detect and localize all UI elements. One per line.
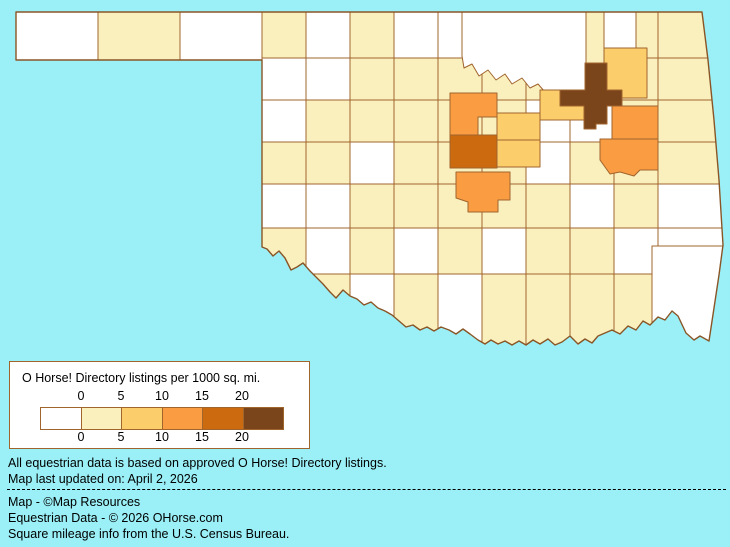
county-region: [525, 183, 571, 229]
legend-swatch: [41, 408, 82, 429]
county-region: [393, 183, 439, 229]
footer-equestrian-credit: Equestrian Data - © 2026 OHorse.com: [8, 511, 223, 525]
county-region: [393, 12, 439, 59]
footer-map-credit: Map - ©Map Resources: [8, 495, 141, 509]
county-region: [305, 273, 351, 345]
county-region: [261, 273, 307, 345]
county-region: [261, 141, 307, 185]
county-region: [393, 57, 439, 101]
legend-swatch: [162, 408, 203, 429]
county-region: [437, 227, 483, 275]
county-region: [603, 12, 637, 49]
county-region: [481, 227, 527, 275]
county-region: [569, 183, 615, 229]
county-region: [525, 227, 571, 275]
county-region: [651, 245, 723, 345]
legend-tick-top: 0: [77, 389, 85, 403]
county-region: [585, 12, 605, 67]
county-region: [569, 273, 615, 345]
legend-tick-bottom: 15: [195, 430, 209, 444]
county-region: [657, 12, 723, 59]
county-region: [613, 183, 659, 229]
county-region: [349, 227, 395, 275]
legend-color-ramp: [40, 407, 284, 430]
county-region: [349, 12, 395, 59]
county-region: [496, 139, 541, 168]
dashed-separator: [7, 489, 726, 490]
county-region: [305, 141, 351, 185]
county-region: [349, 57, 395, 101]
county-region: [305, 99, 351, 143]
oklahoma-county-map: [15, 11, 724, 346]
county-region: [261, 183, 307, 229]
county-region: [611, 105, 659, 140]
county-region: [569, 227, 615, 275]
map-legend: O Horse! Directory listings per 1000 sq.…: [9, 361, 310, 449]
county-region: [393, 273, 439, 345]
legend-tick-top: 5: [117, 389, 125, 403]
county-region: [305, 57, 351, 101]
state-outline: [15, 11, 724, 346]
county-region: [393, 141, 439, 185]
county-region: [16, 12, 99, 61]
legend-swatch: [243, 408, 283, 429]
county-region: [349, 183, 395, 229]
legend-swatch: [81, 408, 122, 429]
county-region: [559, 62, 623, 130]
county-region: [599, 138, 659, 177]
county-region: [525, 273, 571, 345]
county-region: [393, 99, 439, 143]
county-region: [496, 112, 541, 141]
legend-tick-bottom: 5: [117, 430, 125, 444]
footer-census-credit: Square mileage info from the U.S. Census…: [8, 527, 290, 541]
legend-swatch: [122, 408, 163, 429]
county-region: [449, 134, 498, 169]
county-region: [393, 227, 439, 275]
county-region: [305, 227, 351, 275]
legend-tick-top: 15: [195, 389, 209, 403]
county-region: [305, 12, 351, 59]
county-region: [97, 12, 181, 61]
legend-swatch: [203, 408, 244, 429]
county-region: [261, 12, 307, 59]
legend-tick-top: 20: [235, 389, 249, 403]
footer-last-updated: Map last updated on: April 2, 2026: [8, 472, 198, 486]
legend-tick-bottom: 0: [77, 430, 85, 444]
footer-data-disclaimer: All equestrian data is based on approved…: [8, 456, 387, 470]
county-region: [613, 227, 659, 275]
legend-tick-top: 10: [155, 389, 169, 403]
county-region: [305, 183, 351, 229]
legend-tick-bottom: 20: [235, 430, 249, 444]
county-region: [657, 99, 723, 143]
county-region: [179, 12, 263, 61]
county-region: [261, 99, 307, 143]
county-region: [349, 141, 395, 185]
county-region: [613, 273, 659, 345]
county-region: [349, 99, 395, 143]
county-region: [481, 273, 527, 345]
legend-title: O Horse! Directory listings per 1000 sq.…: [22, 371, 261, 385]
county-region: [455, 171, 511, 213]
county-region: [657, 57, 723, 101]
county-region: [261, 57, 307, 101]
legend-tick-bottom: 10: [155, 430, 169, 444]
